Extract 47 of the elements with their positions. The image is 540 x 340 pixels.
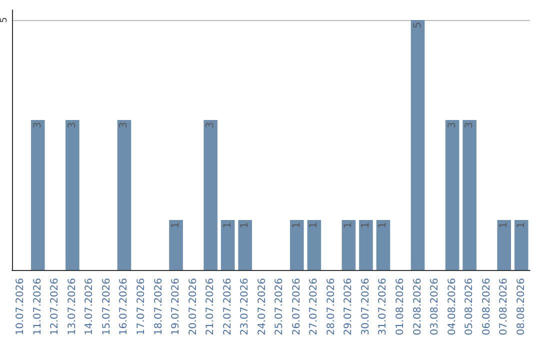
x-tick-label: 17.07.2026 <box>136 278 147 336</box>
data-label: 5 <box>412 22 424 28</box>
data-label: 1 <box>498 222 510 228</box>
x-tick-label: 29.07.2026 <box>343 278 354 336</box>
x-tick-label: 19.07.2026 <box>170 278 182 336</box>
x-tick-label: 26.07.2026 <box>291 278 302 336</box>
x-tick-label: 20.07.2026 <box>188 278 199 336</box>
x-tick-label: 08.08.2026 <box>516 278 527 336</box>
x-tick-label: 12.07.2026 <box>50 278 61 336</box>
x-tick-label: 02.08.2026 <box>412 278 424 336</box>
x-tick-label: 01.08.2026 <box>395 278 406 336</box>
data-label: 1 <box>360 222 372 228</box>
data-label: 1 <box>291 222 302 228</box>
data-label: 3 <box>32 122 44 128</box>
data-label: 3 <box>205 122 216 128</box>
data-label: 1 <box>516 222 527 228</box>
data-label: 3 <box>464 122 476 128</box>
x-tick-label: 14.07.2026 <box>84 278 96 336</box>
x-tick-label: 16.07.2026 <box>118 278 130 336</box>
x-tick-label: 28.07.2026 <box>326 278 337 336</box>
x-tick-label: 27.07.2026 <box>308 278 320 336</box>
x-tick-label: 23.07.2026 <box>240 278 251 336</box>
x-tick-label: 03.08.2026 <box>430 278 441 336</box>
x-tick-label: 06.08.2026 <box>481 278 492 336</box>
data-label: 1 <box>222 222 234 228</box>
x-tick-label: 05.08.2026 <box>464 278 476 336</box>
data-label: 3 <box>118 122 130 128</box>
x-tick-label: 25.07.2026 <box>274 278 286 336</box>
x-tick-label: 10.07.2026 <box>15 278 26 336</box>
x-tick-label: 04.08.2026 <box>446 278 458 336</box>
x-tick-label: 30.07.2026 <box>360 278 372 336</box>
data-label: 1 <box>170 222 182 228</box>
x-tick-label: 21.07.2026 <box>205 278 216 336</box>
x-tick-label: 24.07.2026 <box>256 278 268 336</box>
data-label: 3 <box>446 122 458 128</box>
x-tick-label: 18.07.2026 <box>153 278 164 336</box>
x-tick-label: 15.07.2026 <box>101 278 112 336</box>
x-tick-label: 31.07.2026 <box>378 278 389 336</box>
x-tick-label: 11.07.2026 <box>32 278 44 336</box>
data-label: 3 <box>66 122 78 128</box>
data-label: 1 <box>343 222 354 228</box>
x-tick-label: 13.07.2026 <box>66 278 78 336</box>
data-label: 1 <box>240 222 251 228</box>
data-label: 1 <box>378 222 389 228</box>
x-tick-label: 07.08.2026 <box>498 278 510 336</box>
x-tick-label: 22.07.2026 <box>222 278 234 336</box>
data-label: 1 <box>308 222 320 228</box>
